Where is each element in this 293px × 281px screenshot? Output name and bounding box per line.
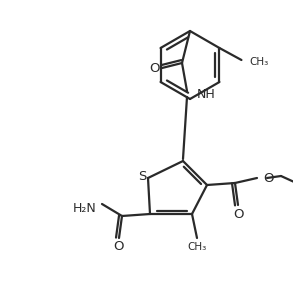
Text: S: S [138,171,146,183]
Text: O: O [234,207,244,221]
Text: CH₃: CH₃ [188,242,207,252]
Text: CH₃: CH₃ [249,57,269,67]
Text: O: O [150,62,160,74]
Text: O: O [114,241,124,253]
Text: O: O [263,171,273,185]
Text: NH: NH [197,87,216,101]
Text: H₂N: H₂N [72,201,96,214]
